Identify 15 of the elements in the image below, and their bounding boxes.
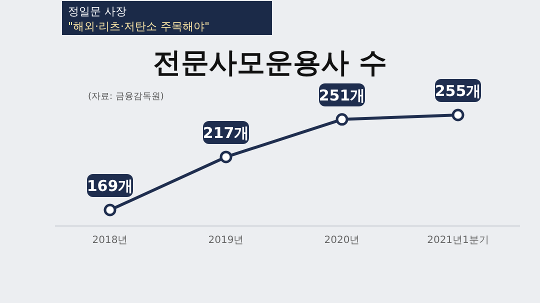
x-tick-label: 2021년1분기 bbox=[427, 235, 489, 246]
caption: 정일문 사장 "해외·리츠·저탄소 주목해야" bbox=[62, 1, 272, 35]
data-label: 255개 bbox=[434, 82, 482, 100]
point bbox=[220, 150, 232, 164]
data-label: 169개 bbox=[86, 177, 134, 195]
x-tick-label: 2019년 bbox=[208, 235, 244, 246]
x-tick-label: 2018년 bbox=[92, 235, 128, 246]
chart-title: 전문사모운용사 수 bbox=[153, 46, 387, 79]
point bbox=[104, 204, 116, 216]
point bbox=[452, 108, 464, 122]
data-label: 217개 bbox=[202, 124, 250, 142]
data-label: 251개 bbox=[318, 86, 366, 104]
text: (자료: 금융감독원) bbox=[88, 92, 164, 102]
x-tick-label: 2020년 bbox=[324, 235, 360, 246]
point bbox=[336, 113, 348, 126]
